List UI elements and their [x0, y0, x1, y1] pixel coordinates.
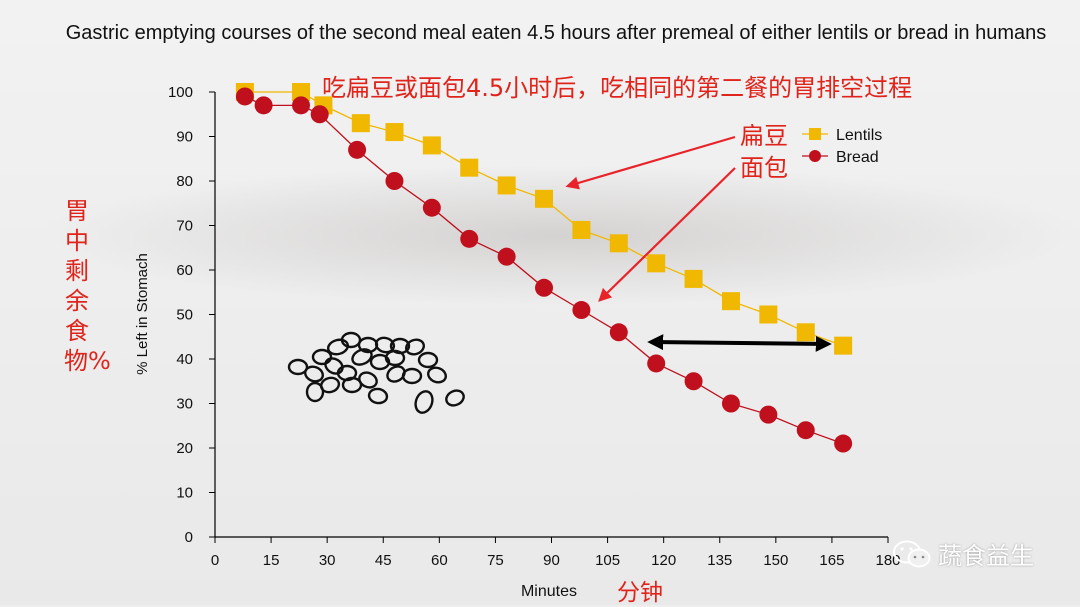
- series-bread-point: [254, 96, 273, 115]
- series-bread-point: [497, 247, 516, 266]
- series-bread-point: [535, 278, 554, 297]
- series-lentils-point: [684, 269, 703, 288]
- watermark-text: 蔬食益生: [938, 542, 1034, 570]
- x-tick-label: 105: [595, 552, 620, 569]
- arrow-to-bread: [598, 167, 736, 302]
- legend-lentils-marker: [809, 128, 821, 140]
- x-tick-label: 75: [487, 552, 504, 569]
- lentils-drawing: [287, 331, 465, 414]
- series-bread-point: [291, 96, 310, 115]
- series-bread-point: [796, 421, 815, 440]
- y-tick-label: 0: [185, 529, 193, 546]
- difference-double-arrow: [647, 334, 832, 352]
- series-bread: [235, 87, 853, 453]
- series-bread-point: [235, 87, 254, 106]
- series-lentils-point: [460, 158, 479, 177]
- series-lentils-point: [721, 292, 740, 311]
- legend-lentils-label: Lentils: [836, 127, 882, 144]
- x-ticks: 0 15 30 45 60 75 90 105 120 135 150 165 180: [211, 537, 901, 569]
- series-bread-point: [348, 140, 367, 159]
- series-lentils-point: [609, 234, 628, 253]
- chinese-x-label: 分钟: [617, 580, 663, 606]
- series-bread-point: [460, 229, 479, 248]
- wechat-icon: [893, 540, 931, 567]
- y-tick-label: 90: [176, 129, 193, 146]
- x-tick-label: 120: [651, 552, 676, 569]
- series-bread-point: [310, 105, 329, 124]
- series-lentils-point: [796, 323, 815, 342]
- y-tick-label: 100: [168, 84, 193, 101]
- series-bread-point: [721, 394, 740, 413]
- y-tick-label: 40: [176, 351, 193, 368]
- y-tick-label: 30: [176, 396, 193, 413]
- y-tick-label: 80: [176, 173, 193, 190]
- y-tick-label: 20: [176, 440, 193, 457]
- series-lentils-point: [834, 336, 853, 355]
- series-bread-point: [422, 198, 441, 217]
- series-bread-point: [684, 372, 703, 391]
- series-lentils-point: [385, 123, 404, 142]
- legend-bread-marker: [809, 150, 821, 162]
- y-axis-label: % Left in Stomach: [134, 253, 151, 375]
- series-lentils-point: [647, 254, 666, 273]
- x-tick-label: 30: [319, 552, 336, 569]
- series-bread-point: [385, 172, 404, 190]
- series-bread-point: [759, 405, 778, 424]
- series-bread-point: [647, 354, 666, 373]
- x-tick-label: 0: [211, 552, 219, 569]
- x-axis-label: Minutes: [521, 583, 577, 600]
- series-lentils-point: [759, 305, 778, 324]
- x-tick-label: 60: [431, 552, 448, 569]
- series-lentils-point: [497, 176, 516, 195]
- x-tick-label: 15: [263, 552, 280, 569]
- x-tick-label: 135: [707, 552, 732, 569]
- arrow-to-lentils: [565, 135, 736, 190]
- x-tick-label: 90: [543, 552, 560, 569]
- y-ticks: 0 10 20 30 40 50 60 70 80 90 100: [168, 84, 215, 546]
- chinese-legend-bread: 面包: [740, 154, 788, 182]
- legend: Lentils Bread: [802, 127, 882, 166]
- series-bread-point: [609, 323, 628, 342]
- legend-bread-label: Bread: [836, 149, 879, 166]
- y-tick-label: 60: [176, 262, 193, 279]
- chinese-title: 吃扁豆或面包4.5小时后，吃相同的第二餐的胃排空过程: [322, 74, 913, 102]
- series-lentils-point: [535, 189, 554, 208]
- series-lentils: [235, 83, 853, 355]
- series-lentils-point: [351, 114, 370, 133]
- chinese-legend-lentils: 扁豆: [740, 122, 788, 150]
- series-lentils-point: [422, 136, 441, 155]
- y-tick-label: 10: [176, 485, 193, 502]
- series-bread-point: [834, 434, 853, 453]
- x-tick-label: 165: [819, 552, 844, 569]
- series-lentils-point: [572, 220, 591, 239]
- chart-title: Gastric emptying courses of the second m…: [65, 22, 1047, 44]
- x-tick-label: 150: [763, 552, 788, 569]
- y-tick-label: 70: [176, 218, 193, 235]
- series-bread-point: [572, 301, 591, 320]
- series-lentils-point: [291, 83, 310, 101]
- series-lentils-line: [244, 91, 844, 347]
- watermark: 蔬食益生: [892, 536, 1034, 571]
- y-tick-label: 50: [176, 307, 193, 324]
- chinese-y-label: 胃中剩余食物%: [64, 197, 111, 375]
- series-layer: [235, 83, 853, 453]
- x-tick-label: 45: [375, 552, 392, 569]
